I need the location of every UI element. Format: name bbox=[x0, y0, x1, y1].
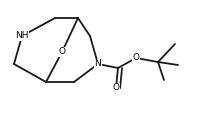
Text: O: O bbox=[58, 48, 65, 56]
Text: O: O bbox=[132, 54, 139, 62]
Text: O: O bbox=[112, 84, 119, 92]
Text: NH: NH bbox=[15, 32, 29, 40]
Text: N: N bbox=[94, 60, 101, 68]
